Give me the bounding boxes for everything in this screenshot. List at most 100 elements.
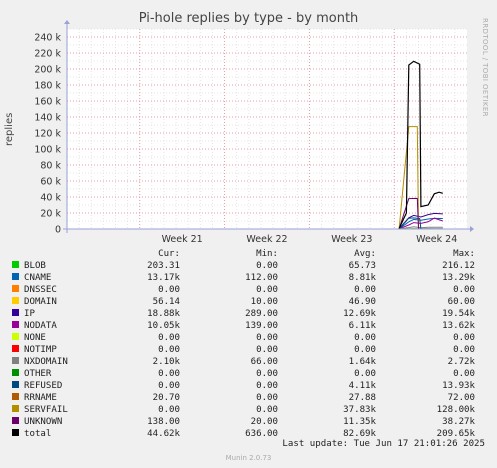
legend-header-min: Min: [256, 249, 278, 259]
legend-row-none: NONE 0.00 0.00 0.00 0.00 [12, 332, 475, 344]
legend-row-ip: IP 18.88k 289.00 12.69k 19.54k [12, 308, 475, 320]
y-tick-label: 40 k [40, 193, 61, 204]
legend-max-value: 209.65k [436, 429, 475, 439]
legend-label: BLOB [24, 261, 46, 271]
legend-header-row: Cur: Min: Avg: Max: [12, 248, 475, 260]
legend-max-value: 13.62k [442, 321, 475, 331]
rrdtool-credit: RRDTOOL / TOBI OETIKER [481, 18, 489, 117]
legend-swatch [12, 393, 19, 400]
legend-swatch [12, 381, 19, 388]
legend-cur-value: 2.10k [152, 357, 180, 367]
y-tick-label: 180 k [34, 81, 61, 92]
y-tick-label: 0 [55, 225, 61, 236]
y-tick-label: 60 k [40, 177, 61, 188]
last-update: Last update: Tue Jun 17 21:01:26 2025 [282, 439, 485, 449]
legend-max-value: 0.00 [453, 345, 475, 355]
x-axis-arrow [470, 226, 474, 232]
legend-swatch [12, 285, 19, 292]
legend-series-name: CNAME [12, 272, 122, 284]
x-axis-ticks: Week 21 Week 22 Week 23 Week 24 [162, 234, 458, 245]
legend-max-value: 128.00k [436, 405, 475, 415]
legend-label: NOTIMP [24, 345, 57, 355]
legend-avg-value: 11.35k [343, 417, 376, 427]
legend-avg-value: 27.88 [348, 393, 376, 403]
legend-avg-value: 8.81k [348, 273, 376, 283]
legend-max-value: 2.72k [447, 357, 475, 367]
legend-row-other: OTHER 0.00 0.00 0.00 0.00 [12, 368, 475, 380]
legend-min-value: 0.00 [256, 285, 278, 295]
legend-max-value: 19.54k [442, 309, 475, 319]
legend-max-value: 13.29k [442, 273, 475, 283]
legend-row-blob: BLOB 203.31 0.00 65.73 216.12 [12, 260, 475, 272]
legend-cur-value: 0.00 [158, 369, 180, 379]
plot-background [67, 29, 467, 229]
legend-label: DOMAIN [24, 297, 57, 307]
series-line-nxdomain [399, 226, 443, 230]
legend-cur-value: 203.31 [147, 261, 180, 271]
legend-min-value: 66.00 [250, 357, 278, 367]
legend-label: SERVFAIL [24, 405, 68, 415]
legend-max-value: 0.00 [453, 369, 475, 379]
legend-cur-value: 0.00 [158, 345, 180, 355]
legend-label: NXDOMAIN [24, 357, 68, 367]
legend-series-name: BLOB [12, 260, 122, 272]
legend-avg-value: 82.69k [343, 429, 376, 439]
legend-min-value: 0.00 [256, 369, 278, 379]
legend-series-name: NOTIMP [12, 344, 122, 356]
legend-label: RRNAME [24, 393, 57, 403]
legend-swatch [12, 429, 19, 436]
munin-version: Munin 2.0.73 [225, 454, 272, 462]
legend-cur-value: 0.00 [158, 405, 180, 415]
legend-min-value: 0.00 [256, 261, 278, 271]
series-line-total [398, 60, 443, 229]
legend-row-nodata: NODATA 10.05k 139.00 6.11k 13.62k [12, 320, 475, 332]
legend-label: IP [24, 309, 35, 319]
y-axis-ticks: 0 20 k 40 k 60 k 80 k 100 k 120 k 140 k 160 k 180… [34, 33, 61, 236]
legend-label: REFUSED [24, 381, 63, 391]
legend-row-dnssec: DNSSEC 0.00 0.00 0.00 0.00 [12, 284, 475, 296]
chart-title: Pi-hole replies by type - by month [138, 11, 359, 26]
legend-body: BLOB 203.31 0.00 65.73 216.12 CNAME 13.17k 112.… [12, 260, 475, 440]
legend-max-value: 38.27k [442, 417, 475, 427]
legend-min-value: 112.00 [245, 273, 278, 283]
legend-swatch [12, 261, 19, 268]
legend-min-value: 0.00 [256, 405, 278, 415]
y-tick-label: 100 k [34, 145, 61, 156]
legend-series-name: NXDOMAIN [12, 356, 122, 368]
series-line-nodata [398, 217, 443, 230]
legend-cur-value: 10.05k [147, 321, 180, 331]
legend-row-nxdomain: NXDOMAIN 2.10k 66.00 1.64k 2.72k [12, 356, 475, 368]
legend-swatch [12, 309, 19, 316]
y-tick-label: 200 k [34, 65, 61, 76]
legend-cur-value: 0.00 [158, 381, 180, 391]
legend-swatch [12, 321, 19, 328]
x-tick-label: Week 22 [246, 234, 287, 245]
legend-row-servfail: SERVFAIL 0.00 0.00 37.83k 128.00k [12, 404, 475, 416]
legend-label: UNKNOWN [24, 417, 63, 427]
legend-swatch [12, 369, 19, 376]
y-tick-label: 220 k [34, 49, 61, 60]
legend-min-value: 10.00 [250, 297, 278, 307]
legend-avg-value: 4.11k [348, 381, 376, 391]
legend-max-value: 13.93k [442, 381, 475, 391]
legend-series-name: NONE [12, 332, 122, 344]
legend-series-name: RRNAME [12, 392, 122, 404]
legend-series-name: UNKNOWN [12, 416, 122, 428]
legend-label: NONE [24, 333, 46, 343]
x-tick-label: Week 24 [416, 234, 457, 245]
legend-avg-value: 0.00 [354, 369, 376, 379]
legend-series-name: DOMAIN [12, 296, 122, 308]
legend-cur-value: 18.88k [147, 309, 180, 319]
y-tick-label: 240 k [34, 33, 61, 44]
legend-swatch [12, 297, 19, 304]
legend-row-unknown: UNKNOWN 138.00 20.00 11.35k 38.27k [12, 416, 475, 428]
grid [67, 28, 467, 229]
legend-min-value: 139.00 [245, 321, 278, 331]
legend-label: OTHER [24, 369, 52, 379]
legend-swatch [12, 405, 19, 412]
legend-swatch [12, 333, 19, 340]
legend-series-name: total [12, 428, 122, 440]
legend-max-value: 72.00 [447, 393, 475, 403]
legend-min-value: 0.00 [256, 381, 278, 391]
legend-header-cur: Cur: [158, 249, 180, 259]
